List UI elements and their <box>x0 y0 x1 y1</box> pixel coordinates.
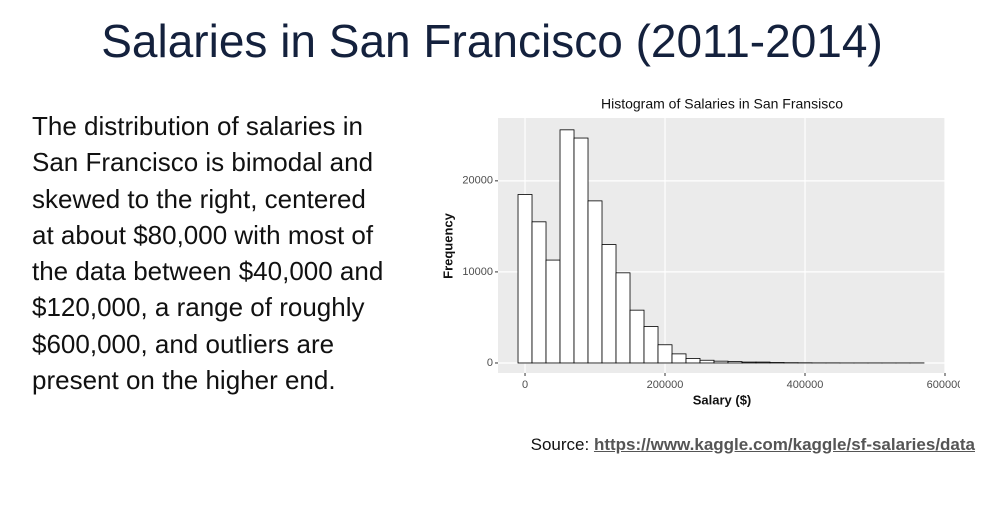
bar <box>671 353 687 364</box>
x-tick-label: 400000 <box>787 379 824 391</box>
y-tick-label: 10000 <box>462 266 493 278</box>
x-tick-label: 200000 <box>647 379 684 391</box>
y-axis-title: Frequency <box>440 212 455 279</box>
bar <box>755 361 771 364</box>
bar <box>601 244 617 364</box>
body-line: $600,000, and outliers are <box>32 328 335 359</box>
source-label: Source: <box>530 435 590 454</box>
bar <box>699 359 715 364</box>
x-axis-title: Salary ($) <box>693 392 752 407</box>
body-line: skewed to the right, centered <box>32 183 366 214</box>
bar <box>615 272 631 364</box>
bar <box>531 221 547 364</box>
source-link[interactable]: https://www.kaggle.com/kaggle/sf-salarie… <box>593 435 975 454</box>
body-line: The distribution of salaries in <box>32 111 363 141</box>
body-line: the data between $40,000 and <box>32 256 384 287</box>
bar <box>657 344 673 364</box>
body-text: The distribution of salaries in San Franc… <box>32 108 383 398</box>
body-line: present on the higher end. <box>32 365 336 396</box>
bar <box>685 358 701 364</box>
bar <box>713 360 729 364</box>
bar <box>545 259 561 364</box>
source: Source: https://www.kaggle.com/kaggle/sf… <box>531 435 975 455</box>
chart-title: Histogram of Salaries in San Fransisco <box>601 96 843 112</box>
body-line: at about $80,000 with most of <box>32 219 374 250</box>
bar <box>727 361 743 364</box>
y-tick-label: 0 <box>487 357 493 369</box>
chart: Histogram of Salaries in San Fransisco S… <box>440 96 960 408</box>
bar <box>573 137 589 364</box>
bar <box>741 361 757 364</box>
slide-title: Salaries in San Francisco (2011-2014) <box>101 15 883 67</box>
bar <box>559 129 575 364</box>
y-tick-label: 20000 <box>462 175 493 187</box>
x-tick-label: 0 <box>522 379 528 391</box>
bar <box>643 326 659 364</box>
bar <box>629 309 645 364</box>
x-tick-label: 600000 <box>927 379 960 391</box>
body-line: $120,000, a range of roughly <box>32 292 365 323</box>
body-line: San Francisco is bimodal and <box>32 147 374 178</box>
bar <box>517 194 533 364</box>
bar <box>587 200 603 364</box>
